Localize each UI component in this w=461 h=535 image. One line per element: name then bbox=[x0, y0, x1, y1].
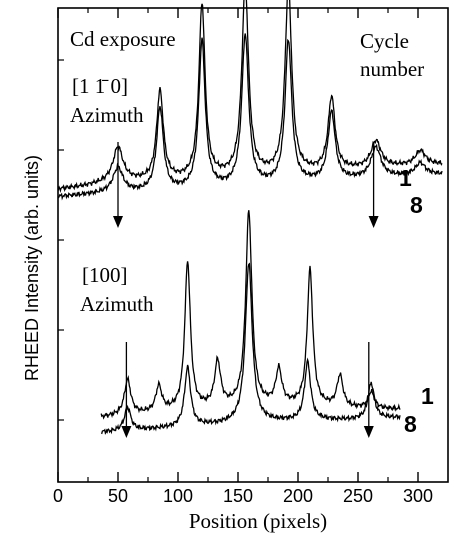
x-tick-label: 50 bbox=[108, 486, 128, 506]
plot-axes: 0 50 100 150 200 250 300 bbox=[53, 7, 449, 506]
bottom-series-cycle-1 bbox=[100, 210, 401, 420]
top-cycle-8-label: 8 bbox=[410, 192, 423, 218]
top-arrow-right-head bbox=[368, 216, 379, 228]
x-tick-label: 200 bbox=[283, 486, 313, 506]
position-arrows bbox=[113, 142, 379, 438]
x-tick-label: 300 bbox=[403, 486, 433, 506]
bottom-series-cycle-8 bbox=[101, 262, 401, 435]
x-tick-label: 150 bbox=[223, 486, 253, 506]
bottom-cycle-8-label: 8 bbox=[404, 411, 417, 437]
bottom-cycle-1-label: 1 bbox=[421, 383, 434, 409]
top-cycle-1-label: 1 bbox=[399, 165, 412, 191]
top-azimuth-word: Azimuth bbox=[70, 103, 144, 127]
rheed-curves bbox=[57, 0, 443, 435]
cycle-header-line2: number bbox=[360, 57, 424, 81]
plot-frame bbox=[57, 7, 449, 483]
y-axis-label: RHEED Intensity (arb. units) bbox=[22, 155, 42, 381]
x-axis-label: Position (pixels) bbox=[189, 509, 327, 533]
cycle-header-line1: Cycle bbox=[360, 29, 409, 53]
x-tick-label: 250 bbox=[343, 486, 373, 506]
x-tick-label: 100 bbox=[163, 486, 193, 506]
top-arrow-left-head bbox=[113, 216, 123, 228]
bottom-arrow-right-head bbox=[363, 426, 374, 438]
top-azimuth-index: [1 1̄ 0] bbox=[72, 74, 128, 98]
top-series-cycle-8 bbox=[57, 33, 443, 201]
bottom-arrow-left-head bbox=[121, 426, 132, 438]
top-title: Cd exposure bbox=[70, 27, 176, 51]
bottom-azimuth-index: [100] bbox=[82, 263, 128, 287]
bottom-azimuth-word: Azimuth bbox=[80, 292, 154, 316]
top-series-cycle-1 bbox=[57, 0, 443, 194]
x-tick-label: 0 bbox=[53, 486, 63, 506]
